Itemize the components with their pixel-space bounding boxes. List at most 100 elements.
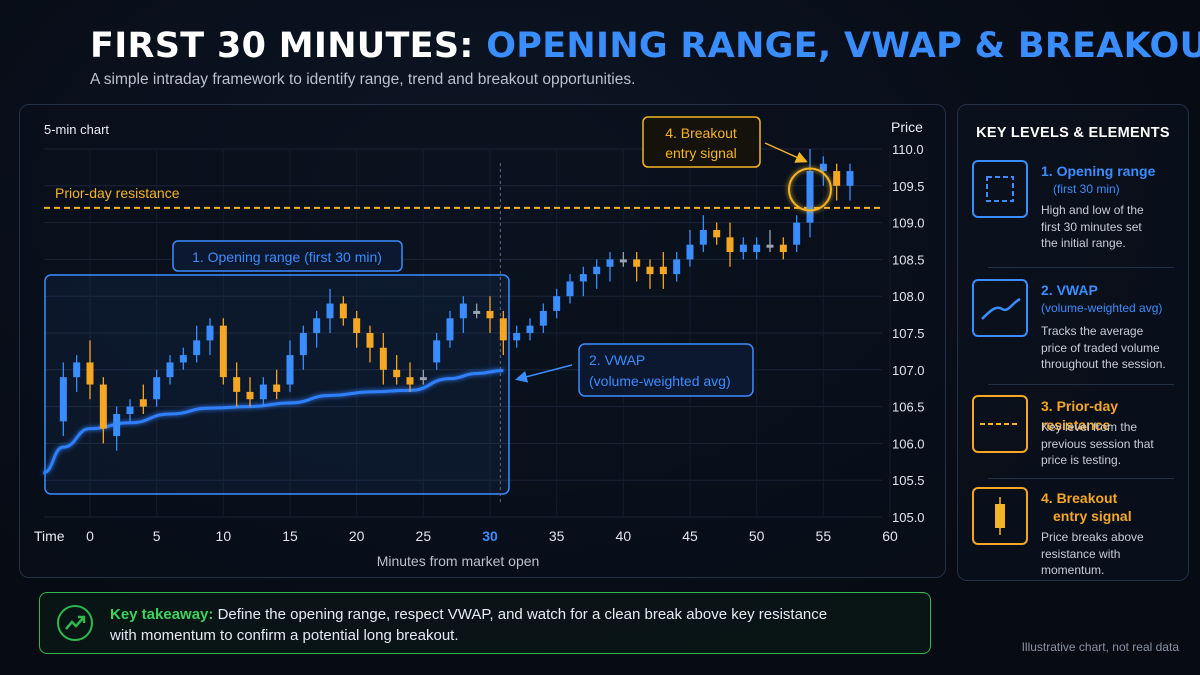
candle: [366, 325, 374, 363]
candle-body: [419, 377, 427, 381]
candle: [153, 369, 161, 407]
candle-body: [273, 384, 281, 392]
candle-body: [579, 274, 587, 282]
x-tick-label: 45: [682, 528, 698, 544]
key-takeaway-line-2: with momentum to confirm a potential lon…: [110, 627, 459, 644]
x-tick-label: 55: [816, 528, 832, 544]
x-tick-label: 15: [282, 528, 298, 544]
x-tick-label: 30: [482, 528, 498, 544]
description-line: Price breaks above: [1041, 530, 1144, 544]
vwap-description: Tracks the average price of traded volum…: [1041, 323, 1181, 373]
candles: [59, 149, 854, 451]
key-takeaway-label: Key takeaway:: [110, 606, 214, 623]
opening-range-icon: [972, 160, 1028, 218]
candle: [313, 310, 321, 348]
candle: [406, 362, 414, 392]
candle: [646, 259, 654, 289]
candle-body: [313, 318, 321, 333]
candle: [739, 237, 747, 260]
candle: [139, 384, 147, 414]
candle-body: [393, 369, 401, 378]
candle-body: [73, 362, 81, 378]
opening-range-callout: 1. Opening range (first 30 min): [192, 249, 382, 265]
candle-body: [286, 355, 294, 385]
opening-range-heading-text: 1. Opening range: [1041, 163, 1156, 179]
x-tick-label: 35: [549, 528, 565, 544]
candle: [806, 149, 814, 238]
time-axis-title: Time: [34, 528, 65, 544]
description-line: throughout the session.: [1041, 357, 1166, 371]
candle: [753, 237, 761, 260]
key-item-opening-range: 1. Opening range (first 30 min) High and…: [958, 160, 1188, 260]
description-line: the initial range.: [1041, 236, 1126, 250]
key-takeaway-line-1: Define the opening range, respect VWAP, …: [213, 606, 828, 623]
key-levels-title: KEY LEVELS & ELEMENTS: [976, 125, 1170, 141]
candle-body: [139, 399, 147, 407]
candle-body: [86, 362, 94, 385]
x-tick-label: 50: [749, 528, 765, 544]
candle: [526, 318, 534, 341]
candle-body: [459, 303, 467, 319]
candle-body: [406, 377, 414, 385]
resistance-heading: 3. Prior-day resistance: [1041, 397, 1186, 435]
candle-body: [633, 259, 641, 267]
candlestick-chart: 5-min chart Price Time Minutes from mark…: [34, 116, 925, 569]
x-tick-label: 60: [882, 528, 898, 544]
candle: [86, 340, 94, 400]
x-tick-label: 40: [616, 528, 632, 544]
description-line: Key level from the: [1041, 420, 1138, 434]
candle: [793, 215, 801, 253]
vwap-heading-text: 2. VWAP: [1041, 282, 1098, 298]
candle: [553, 288, 561, 319]
chart-panel: 5-min chart Price Time Minutes from mark…: [19, 104, 946, 578]
y-tick-label: 105.5: [892, 473, 925, 488]
candle-body: [99, 384, 107, 429]
candle-body: [673, 259, 681, 275]
candle-body: [473, 310, 481, 314]
y-tick-label: 109.0: [892, 216, 925, 231]
vwap-callout-arrow: [515, 364, 573, 383]
opening-range-heading: 1. Opening range (first 30 min): [1041, 162, 1186, 198]
x-tick-label: 5: [153, 528, 161, 544]
divider: [988, 478, 1174, 479]
title-part-1: FIRST 30 MINUTES:: [90, 26, 474, 66]
y-tick-label: 105.0: [892, 510, 925, 525]
candle-body: [339, 303, 347, 319]
candle: [339, 296, 347, 326]
breakout-callout-line-1: 4. Breakout: [665, 125, 737, 141]
candle-body: [486, 310, 494, 319]
candle: [619, 252, 627, 267]
divider: [988, 267, 1174, 268]
candle: [126, 399, 134, 422]
candle: [419, 369, 427, 385]
candle-body: [166, 362, 174, 378]
x-axis-label: Minutes from market open: [377, 553, 540, 569]
candle: [166, 355, 174, 385]
candle: [499, 310, 507, 356]
vwap-heading: 2. VWAP (volume-weighted avg): [1041, 281, 1186, 317]
candle: [713, 222, 721, 245]
breakout-highlight-ring: [788, 167, 832, 212]
candle: [606, 252, 614, 282]
candle-body: [326, 303, 334, 319]
key-item-vwap: 2. VWAP (volume-weighted avg) Tracks the…: [958, 279, 1188, 379]
candle: [539, 303, 547, 333]
divider: [988, 384, 1174, 385]
candle: [673, 252, 681, 282]
opening-range-callout-box: [172, 240, 403, 272]
candle-body: [699, 229, 707, 245]
candle: [259, 377, 267, 407]
candle-body: [259, 384, 267, 400]
candle-body: [619, 259, 627, 263]
vwap-icon: [972, 279, 1028, 337]
vwap-callout-line-1: 2. VWAP: [589, 352, 645, 368]
candle-body: [539, 310, 547, 326]
resistance-heading-text: 3. Prior-day resistance: [1041, 398, 1119, 433]
candle-body: [646, 266, 654, 275]
candle: [99, 377, 107, 444]
candle-body: [446, 318, 454, 341]
key-takeaway-box: Key takeaway: Define the opening range, …: [39, 592, 931, 654]
candle: [193, 325, 201, 363]
page-title: FIRST 30 MINUTES: OPENING RANGE, VWAP & …: [90, 26, 1200, 66]
chart-label: 5-min chart: [44, 122, 109, 137]
